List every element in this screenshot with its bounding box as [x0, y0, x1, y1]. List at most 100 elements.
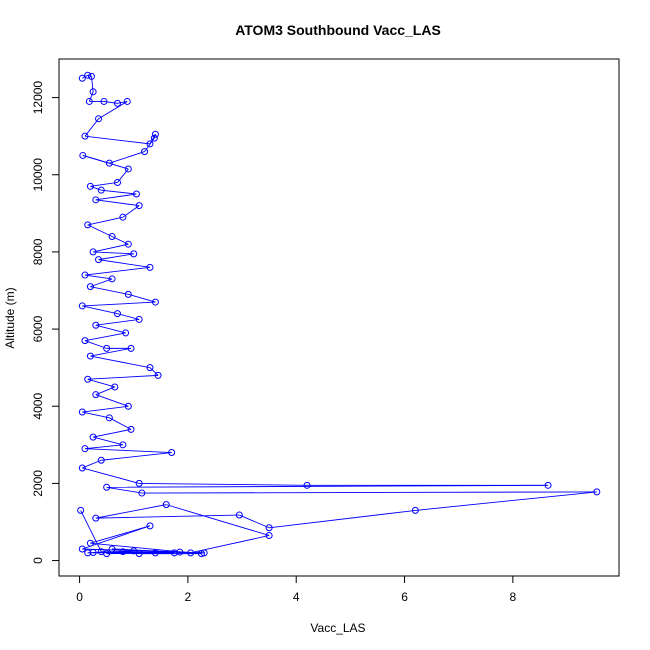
series-segment [82, 525, 151, 550]
x-tick-label: 0 [76, 590, 83, 604]
data-point [86, 283, 94, 291]
y-tick-label: 0 [31, 557, 45, 564]
data-point [86, 539, 94, 547]
data-point [105, 414, 113, 422]
data-point [235, 511, 243, 519]
data-point [122, 329, 130, 337]
series-segment [139, 482, 308, 486]
y-tick-label: 2000 [31, 470, 45, 497]
series-segment [141, 491, 597, 494]
data-point [81, 337, 89, 345]
series-segment [90, 182, 118, 187]
data-point [113, 310, 121, 318]
data-point [130, 250, 138, 258]
data-point [89, 433, 97, 441]
data-point [127, 425, 135, 433]
data-point [124, 290, 132, 298]
series-segment [82, 155, 129, 170]
data-point [108, 275, 116, 283]
data-point [265, 524, 273, 532]
series-segment [84, 118, 99, 137]
data-point [141, 148, 149, 156]
series-segment [95, 193, 137, 201]
data-point [108, 232, 116, 240]
data-point [86, 182, 94, 190]
data-point [79, 151, 87, 159]
series-segment [98, 101, 128, 120]
series-segment [239, 514, 270, 529]
series-segment [88, 91, 94, 102]
data-point [123, 97, 131, 105]
data-point [151, 298, 159, 306]
series-segment [166, 504, 270, 536]
data-point [303, 481, 311, 489]
data-point [135, 202, 143, 210]
series-segment [84, 448, 172, 453]
series-segment [95, 199, 140, 207]
data-point [85, 97, 93, 105]
y-tick-label: 4000 [31, 393, 45, 420]
series-segment [98, 259, 151, 268]
data-point [146, 140, 154, 148]
series-segment [93, 251, 134, 255]
data-point [593, 488, 601, 496]
series-segment [117, 313, 140, 320]
data-point [86, 352, 94, 360]
data-point [176, 548, 184, 556]
series-lines [80, 74, 597, 555]
x-tick-label: 4 [293, 590, 300, 604]
data-point [168, 449, 176, 457]
series-segment [82, 467, 140, 484]
data-point [151, 130, 159, 138]
data-point [84, 71, 92, 79]
chart-title: ATOM3 Southbound Vacc_LAS [235, 22, 441, 38]
data-point [119, 441, 127, 449]
series-segment [87, 378, 115, 388]
series-segment [95, 324, 126, 334]
series-segment [84, 340, 107, 349]
series-segment [93, 436, 124, 446]
series-segment [84, 135, 151, 145]
data-point [92, 391, 100, 399]
data-point [146, 364, 154, 372]
series-points [77, 71, 601, 558]
data-point [78, 74, 86, 82]
data-point [97, 456, 105, 464]
series-segment [90, 355, 151, 369]
data-point [78, 545, 86, 553]
data-point [78, 302, 86, 310]
data-point [154, 371, 162, 379]
data-point [77, 506, 85, 514]
data-point [89, 88, 97, 96]
x-axis-label: Vacc_LAS [310, 621, 365, 635]
data-point [92, 321, 100, 329]
data-point [111, 383, 119, 391]
data-point [97, 186, 105, 194]
series-segment [117, 100, 128, 104]
data-point [84, 549, 92, 557]
data-point [146, 263, 154, 271]
series-segment [90, 525, 151, 544]
data-point [97, 548, 105, 556]
data-point [113, 178, 121, 186]
series-segment [112, 548, 202, 555]
series-segment [95, 514, 240, 519]
series-segment [95, 318, 140, 326]
data-point [95, 256, 103, 264]
data-point [119, 548, 127, 556]
data-point [105, 159, 113, 167]
data-point [84, 375, 92, 383]
series-segment [87, 216, 124, 226]
series-segment [98, 253, 134, 261]
series-segment [82, 411, 110, 419]
series-segment [93, 428, 132, 438]
data-point [92, 514, 100, 522]
data-point [135, 550, 143, 558]
series-segment [106, 486, 142, 494]
y-tick-label: 6000 [31, 315, 45, 342]
data-point [132, 190, 140, 198]
data-point [81, 445, 89, 453]
data-point [108, 545, 116, 553]
